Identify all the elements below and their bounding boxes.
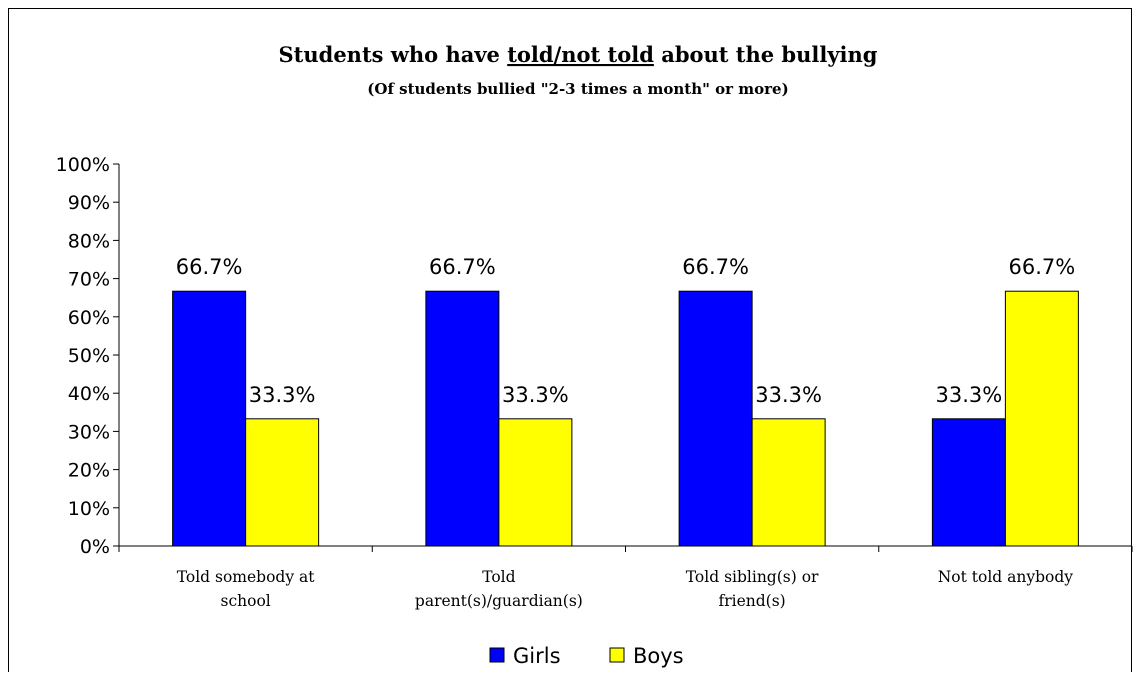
bar-boys-1 (498, 418, 573, 547)
chart-subtitle: (Of students bullied "2-3 times a month"… (367, 80, 788, 98)
y-tick-label: 40% (68, 383, 110, 405)
legend-label-girls: Girls (513, 644, 561, 668)
category-label: Told sibling(s) or (686, 568, 819, 586)
bar-boys-3 (1004, 290, 1079, 547)
y-tick-label: 50% (68, 345, 110, 367)
bar-girls-3 (931, 418, 1006, 547)
bar-boys-0 (245, 418, 320, 547)
data-label-girls-0: 66.7% (176, 255, 243, 279)
y-tick-label: 100% (56, 154, 110, 176)
category-labels: Told somebody at school Told parent(s)/guar… (177, 568, 1074, 610)
y-tick-label: 90% (68, 192, 110, 214)
y-tick-label: 60% (68, 307, 110, 329)
category-label: Told (482, 568, 515, 586)
category-label: friend(s) (719, 592, 786, 610)
bars (172, 290, 1079, 547)
y-tick-label: 20% (68, 460, 110, 482)
data-label-girls-3: 33.3% (936, 383, 1003, 407)
category-label: school (221, 592, 271, 610)
category-label: parent(s)/guardian(s) (415, 592, 583, 610)
bar-girls-0 (172, 290, 247, 547)
legend: Girls Boys (489, 644, 684, 668)
y-tick-label: 10% (68, 498, 110, 520)
bar-boys-2 (751, 418, 826, 547)
chart-title-part-2: told/not told (507, 42, 654, 67)
data-label-girls-2: 66.7% (682, 255, 749, 279)
data-label-girls-1: 66.7% (429, 255, 496, 279)
data-label-boys-1: 33.3% (502, 383, 569, 407)
legend-swatch-boys (609, 647, 625, 663)
chart-title-part-1: Students who have (279, 42, 508, 67)
y-tick-label: 0% (80, 536, 110, 558)
bar-girls-2 (678, 290, 753, 547)
chart-title: Students who have told/not told about th… (279, 42, 878, 67)
data-label-boys-2: 33.3% (755, 383, 822, 407)
bar-girls-1 (425, 290, 500, 547)
value-labels: 66.7% 33.3% 66.7% 33.3% 66.7% 33.3% 33.3% 66.7% (176, 255, 1075, 407)
y-tick-label: 70% (68, 269, 110, 291)
y-tick-label: 30% (68, 421, 110, 443)
y-tick-label: 80% (68, 230, 110, 252)
data-label-boys-3: 66.7% (1009, 255, 1076, 279)
category-label: Not told anybody (938, 568, 1074, 586)
data-label-boys-0: 33.3% (249, 383, 316, 407)
category-label: Told somebody at (177, 568, 316, 586)
legend-swatch-girls (489, 647, 505, 663)
legend-label-boys: Boys (633, 644, 684, 668)
chart-title-part-3: about the bullying (654, 42, 878, 67)
